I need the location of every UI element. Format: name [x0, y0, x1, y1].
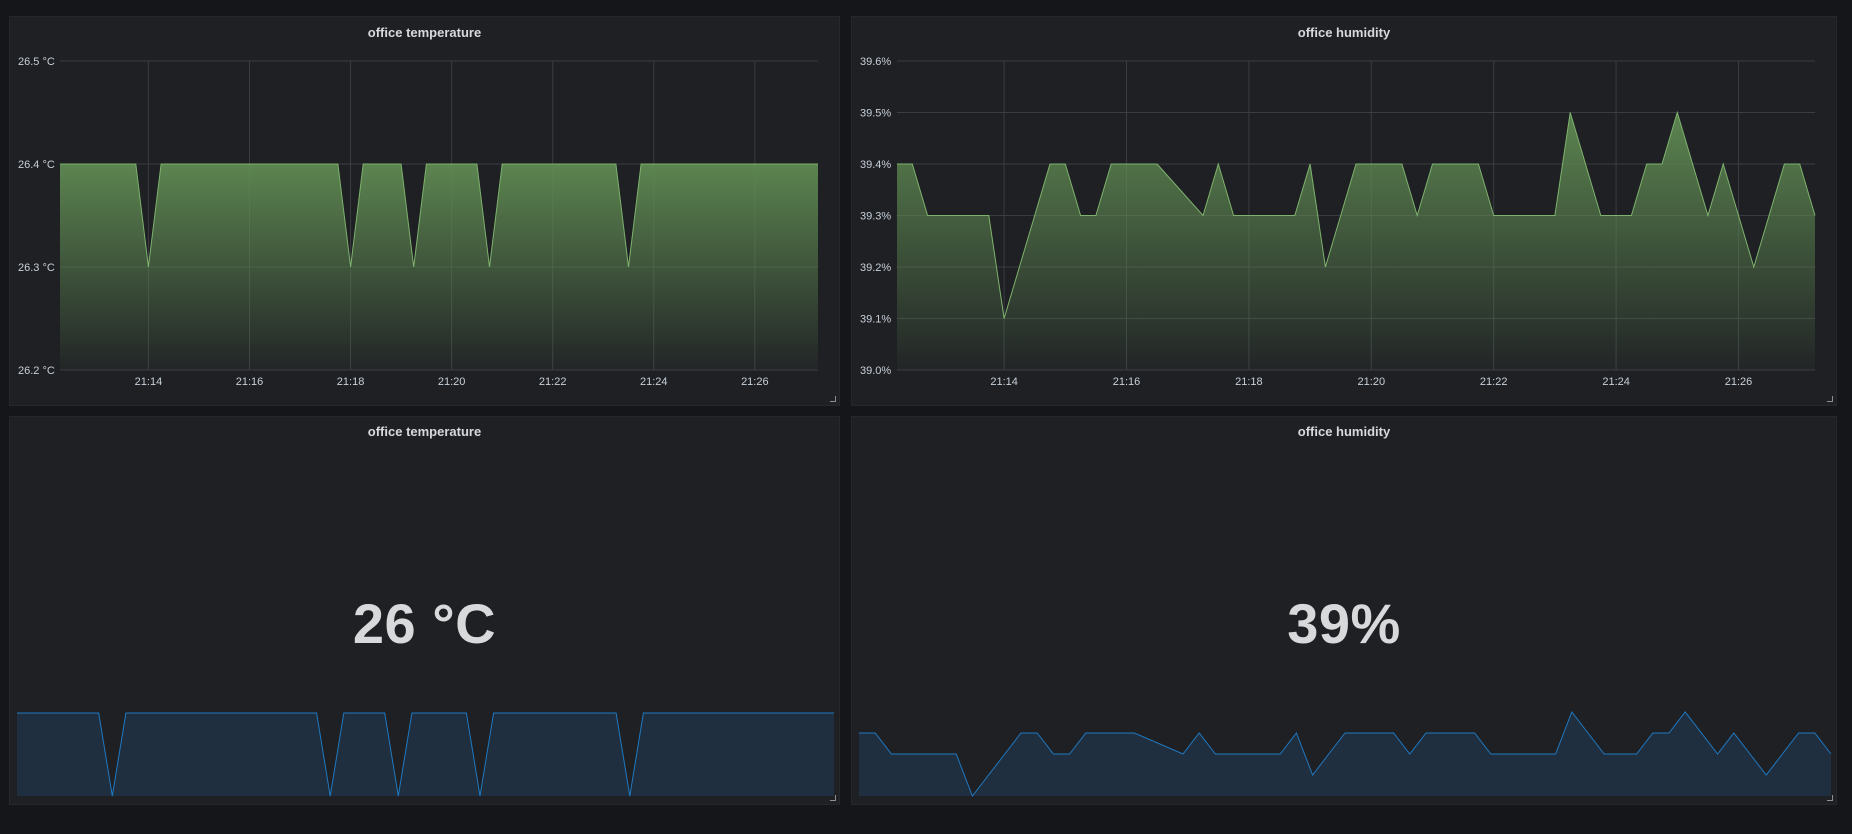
temperature-sparkline — [17, 712, 834, 797]
stat-value: 26 °C — [352, 592, 497, 655]
sparkline-area — [17, 713, 834, 796]
temperature-graph: 26.2 °C 26.3 °C 26.4 °C 26.5 °C 21:14 21:16 21… — [18, 56, 818, 388]
y-tick-label: 39.2% — [860, 262, 891, 274]
humidity-sparkline — [859, 710, 1832, 798]
series-line[interactable] — [897, 110, 1816, 319]
humidity-graph: 39.0% 39.1% 39.2% 39.3% 39.4% 39.5% 39.6% 21:14… — [860, 56, 1816, 388]
panel-title[interactable]: office humidity — [1297, 25, 1391, 40]
sparkline-line — [859, 710, 1832, 798]
y-tick-label: 26.5 °C — [18, 56, 55, 68]
x-tick-label: 21:14 — [135, 376, 163, 388]
x-tick-label: 21:20 — [438, 376, 466, 388]
x-tick-label: 21:16 — [1113, 376, 1141, 388]
resize-handle-icon[interactable] — [830, 795, 836, 801]
resize-handle-icon[interactable] — [830, 396, 836, 402]
y-tick-label: 39.3% — [860, 211, 891, 223]
y-tick-label: 26.2 °C — [18, 365, 55, 377]
panel-title[interactable]: office temperature — [367, 424, 482, 439]
y-tick-label: 26.3 °C — [18, 262, 55, 274]
panel-office-humidity-graph: office humidity 39.0% 39.1% 39.2% 39.3% 39.4… — [851, 16, 1837, 406]
panel-title[interactable]: office humidity — [1297, 424, 1391, 439]
panel-office-temperature-stat: office temperature 26 °C — [9, 416, 840, 805]
series-area — [60, 164, 818, 370]
x-tick-label: 21:14 — [990, 376, 1018, 388]
x-tick-label: 21:18 — [337, 376, 365, 388]
series-line[interactable] — [60, 163, 818, 268]
resize-handle-icon[interactable] — [1827, 795, 1833, 801]
x-tick-label: 21:26 — [741, 376, 769, 388]
y-tick-label: 39.0% — [860, 365, 891, 377]
stat-value: 39% — [1287, 592, 1401, 655]
x-tick-label: 21:22 — [539, 376, 567, 388]
x-tick-label: 21:18 — [1235, 376, 1263, 388]
y-tick-label: 39.6% — [860, 56, 891, 68]
x-tick-label: 21:16 — [236, 376, 264, 388]
y-tick-label: 39.5% — [860, 108, 891, 120]
y-tick-label: 26.4 °C — [18, 159, 55, 171]
x-tick-label: 21:24 — [640, 376, 668, 388]
panel-title[interactable]: office temperature — [367, 25, 482, 40]
resize-handle-icon[interactable] — [1827, 396, 1833, 402]
series-area — [897, 112, 1815, 370]
panel-office-temperature-graph: office temperature 26.2 °C 26.3 °C 26.4 °C… — [9, 16, 840, 406]
x-tick-label: 21:22 — [1480, 376, 1508, 388]
y-tick-label: 39.1% — [860, 314, 891, 326]
sparkline-line — [17, 712, 834, 797]
panel-office-humidity-stat: office humidity 39% — [851, 416, 1837, 805]
x-tick-label: 21:24 — [1602, 376, 1630, 388]
x-tick-label: 21:26 — [1725, 376, 1753, 388]
y-tick-label: 39.4% — [860, 159, 891, 171]
x-tick-label: 21:20 — [1358, 376, 1386, 388]
